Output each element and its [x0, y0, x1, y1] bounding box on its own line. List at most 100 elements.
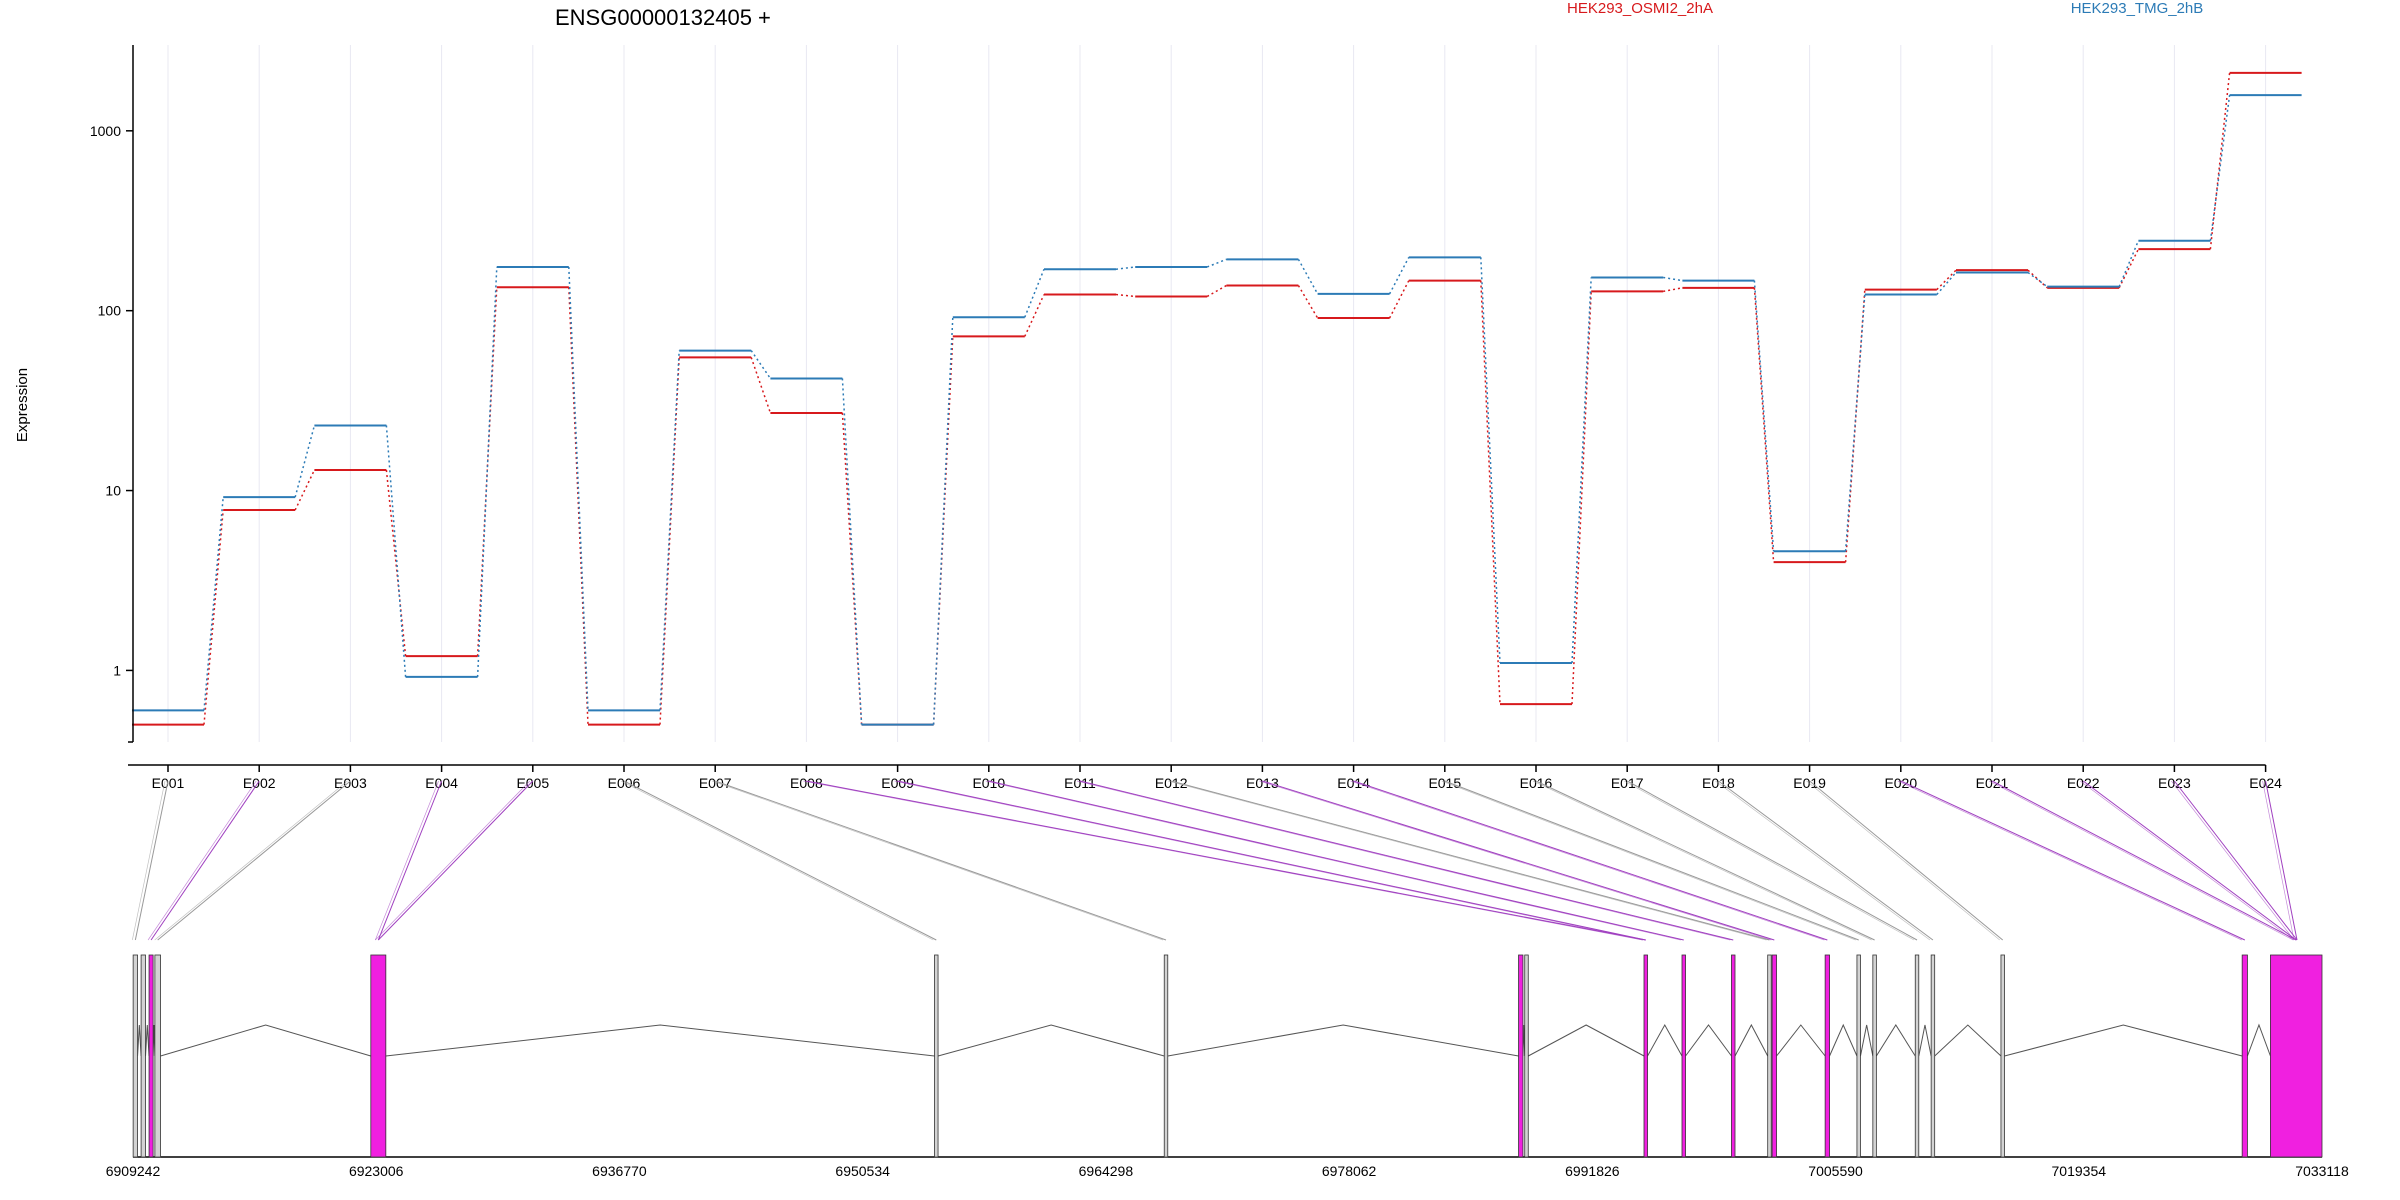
exon-6: [934, 954, 939, 1158]
exon-5: [370, 954, 387, 1158]
series-2-connector: [932, 317, 954, 725]
exon-16: [1856, 954, 1861, 1158]
intron: [1875, 1024, 1916, 1057]
connector-E015-edge: [1441, 780, 1856, 941]
genomic-coordinate-label: 6978062: [1322, 1163, 1377, 1179]
intron: [2004, 1024, 2243, 1057]
exon-10: [1643, 954, 1648, 1158]
intron: [385, 1024, 935, 1057]
connector-E003: [157, 780, 351, 941]
x-tick-label-E019: E019: [1793, 775, 1826, 791]
x-tick-label-E005: E005: [516, 775, 549, 791]
intron: [1167, 1024, 1519, 1057]
series-2-connector: [1206, 258, 1227, 268]
intron: [1776, 1024, 1826, 1057]
exon-3: [148, 954, 154, 1158]
connector-E004: [377, 780, 443, 941]
intron: [1528, 1024, 1645, 1057]
series-2-connector: [1753, 280, 1775, 552]
genomic-coordinate-label: 6991826: [1565, 1163, 1620, 1179]
intron: [1934, 1024, 2002, 1057]
gene-model: 6909242 6923006 6936770 6950534 6964298 69780…: [106, 954, 2349, 1179]
series-2-connector: [1663, 276, 1683, 282]
series-1-connector: [294, 469, 316, 511]
x-tick-label-E003: E003: [334, 775, 367, 791]
legend-entry-series-1: HEK293_OSMI2_2hA: [1567, 0, 1713, 17]
connector-E010: [988, 780, 1684, 941]
series-1-connector: [1571, 291, 1592, 705]
connector-E016-edge: [1532, 780, 1872, 941]
series-2-connector: [2027, 271, 2048, 288]
series-1-connector: [1480, 280, 1501, 705]
connector-E004-edge: [374, 780, 439, 941]
series-1-connector: [932, 336, 954, 725]
series-2-connector: [568, 266, 589, 711]
series-2-connector: [294, 425, 316, 498]
x-tick-label-E020: E020: [1884, 775, 1917, 791]
series-1-connector: [841, 412, 863, 725]
series-2-connector: [1480, 257, 1501, 664]
genomic-coordinate-label: 6936770: [592, 1163, 647, 1179]
connector-E024: [2265, 780, 2298, 941]
exon-12: [1731, 954, 1736, 1158]
x-tick-label-E010: E010: [972, 775, 1005, 791]
genomic-coordinate-label: 7019354: [2052, 1163, 2107, 1179]
y-tick-label-100: 100: [98, 303, 122, 319]
connector-E011: [1079, 780, 1734, 941]
genomic-coordinate-label: 6923006: [349, 1163, 404, 1179]
x-tick-label-E015: E015: [1428, 775, 1461, 791]
x-tick-label-E016: E016: [1520, 775, 1553, 791]
connector-E019: [1809, 780, 2004, 941]
exon-connector-lines: [132, 780, 2298, 941]
series-2-connector: [659, 350, 680, 711]
series-2-connector: [2118, 240, 2140, 287]
x-tick-label-E014: E014: [1337, 775, 1370, 791]
connector-E001-edge: [132, 780, 166, 941]
intron: [1685, 1024, 1732, 1057]
exon-15: [1824, 954, 1830, 1158]
series-1-connector: [1115, 293, 1136, 298]
connector-E011-edge: [1076, 780, 1731, 941]
exon-19: [1930, 954, 1936, 1158]
connector-E014-edge: [1350, 780, 1825, 941]
connector-E013-edge: [1259, 780, 1772, 941]
intron: [1647, 1023, 1683, 1057]
series-2-connector: [1297, 258, 1319, 295]
connector-E005-edge: [375, 780, 531, 941]
x-tick-label-E001: E001: [152, 775, 185, 791]
exon-7: [1163, 954, 1169, 1158]
exon-22: [2270, 954, 2323, 1158]
exon-21: [2241, 954, 2248, 1158]
genomic-coordinate-label: 6950534: [835, 1163, 890, 1179]
gridlines: [167, 45, 2267, 742]
connector-E008: [806, 780, 1646, 941]
series-1-connector: [203, 509, 224, 725]
connector-E023-edge: [2171, 780, 2295, 941]
connector-E015: [1444, 780, 1859, 941]
connector-E006-edge: [620, 780, 934, 941]
connector-E003-edge: [154, 780, 348, 941]
x-tick-label-E007: E007: [699, 775, 732, 791]
series-1-connector: [659, 357, 680, 725]
exon-1: [132, 954, 138, 1158]
connector-E018-edge: [1715, 780, 1931, 941]
connector-E007-edge: [712, 780, 1164, 941]
x-tick-label-E012: E012: [1155, 775, 1188, 791]
legend-entry-series-2: HEK293_TMG_2hB: [2071, 0, 2204, 17]
series-1-connector: [568, 287, 589, 725]
series-1-connector: [476, 287, 498, 657]
series-2-connector: [1115, 266, 1136, 270]
series-2-connector: [1936, 272, 1957, 296]
series-lines: [132, 71, 2302, 726]
exon-14: [1771, 954, 1777, 1158]
genomic-coordinate-label: 7033118: [2295, 1163, 2349, 1179]
exon-17: [1872, 954, 1877, 1158]
genomic-coordinate-label: 6909242: [106, 1163, 161, 1179]
series-1-connector: [1753, 287, 1775, 563]
connector-E009-edge: [894, 780, 1643, 941]
connector-E006: [623, 780, 937, 941]
connector-E009: [897, 780, 1646, 941]
exon-18: [1914, 954, 1920, 1158]
connector-E018: [1718, 780, 1934, 941]
